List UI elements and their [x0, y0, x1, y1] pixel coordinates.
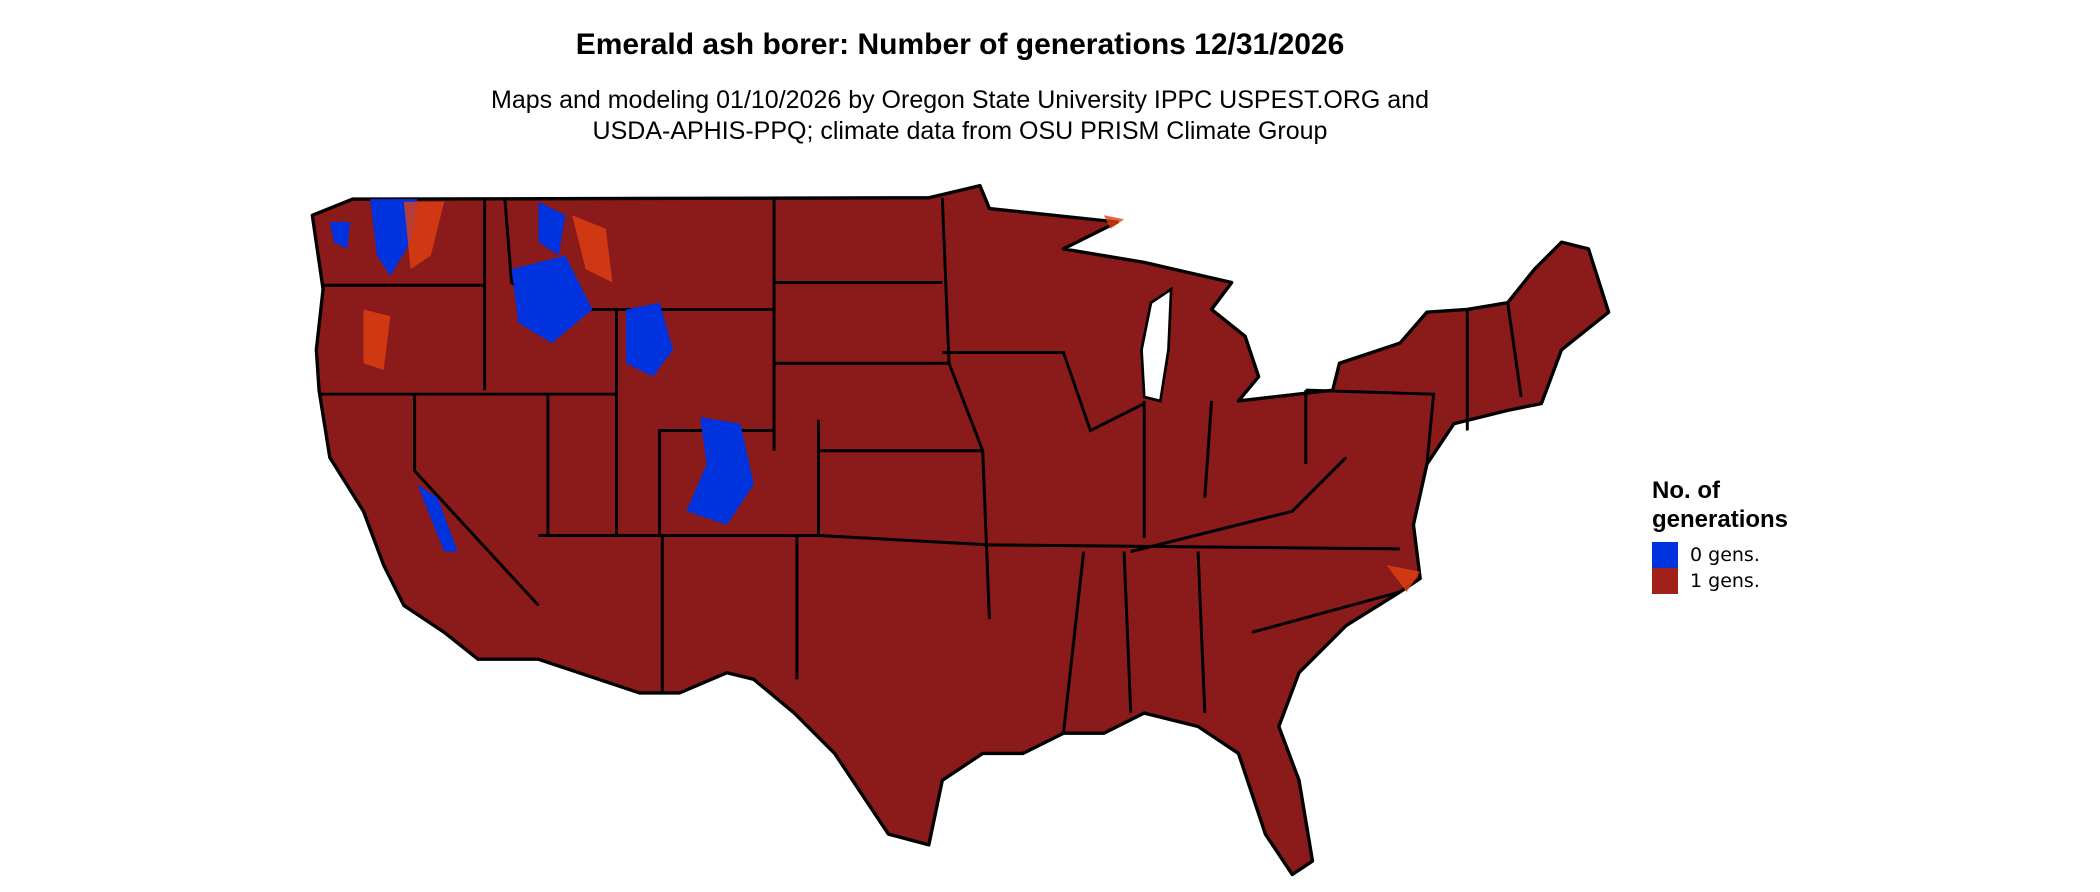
legend-label: 1 gens.	[1690, 570, 1760, 592]
legend-swatch-blue	[1652, 542, 1678, 568]
legend-item-0-gens: 0 gens.	[1652, 542, 1852, 568]
zero-generation-areas	[329, 199, 754, 552]
legend-swatch-red	[1652, 568, 1678, 594]
state-borders	[319, 197, 1523, 734]
map-subtitle-line1: Maps and modeling 01/10/2026 by Oregon S…	[491, 86, 1429, 114]
legend-title: No. of generations	[1652, 477, 1789, 533]
conus-land	[310, 183, 1611, 877]
map-title: Emerald ash borer: Number of generations…	[575, 28, 1345, 61]
map-subtitle-line2: USDA-APHIS-PPQ; climate data from OSU PR…	[592, 117, 1328, 145]
lake-michigan	[1140, 286, 1173, 403]
legend: No. of generations 0 gens. 1 gens.	[1652, 476, 1852, 594]
legend-item-1-gens: 1 gens.	[1652, 568, 1852, 594]
legend-label: 0 gens.	[1690, 544, 1760, 566]
transition-areas	[363, 201, 1421, 592]
